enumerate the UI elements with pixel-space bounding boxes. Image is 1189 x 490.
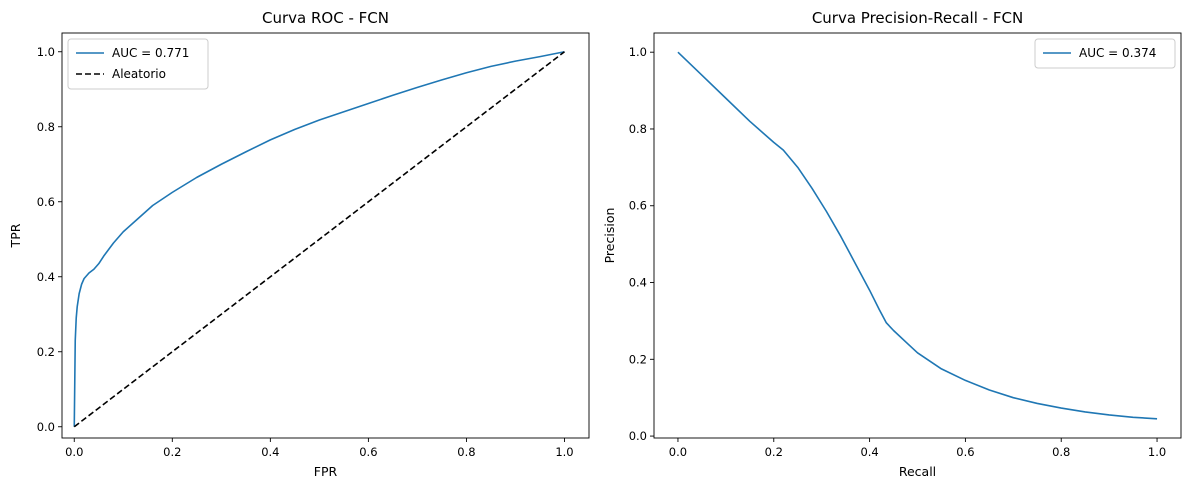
plot-frame — [61, 32, 590, 439]
x-tick-label: 0.2 — [765, 445, 783, 459]
x-axis-label: Recall — [899, 464, 936, 479]
y-axis-label: TPR — [8, 223, 23, 248]
y-tick-label: 0.6 — [37, 195, 55, 209]
y-tick-label: 0.0 — [37, 420, 55, 434]
y-tick-label: 0.2 — [37, 345, 55, 359]
chart-panel-1: 0.0 0.2 0.4 0.6 0.8 1.0 0.0 0.2 0.4 0.6 0.8 1.0 Curv… — [8, 9, 590, 479]
legend-box — [67, 38, 209, 90]
y-tick-label: 0.8 — [629, 122, 647, 136]
x-tick-label: 0.4 — [860, 445, 878, 459]
chart-panel-2: 0.0 0.2 0.4 0.6 0.8 1.0 0.0 0.2 0.4 0.6 0.8 1.0 Curv… — [602, 9, 1182, 479]
x-tick-label: 1.0 — [1148, 445, 1166, 459]
y-tick-label: 0.2 — [629, 352, 647, 366]
y-tick-label: 0.4 — [629, 276, 647, 290]
x-axis-label: FPR — [314, 464, 338, 479]
x-tick-label: 0.2 — [163, 445, 181, 459]
legend-label-1: AUC = 0.374 — [1079, 46, 1156, 60]
legend: AUC = 0.771 Aleatorio — [67, 38, 209, 90]
legend: AUC = 0.374 — [1034, 38, 1176, 69]
x-tick-label: 1.0 — [555, 445, 573, 459]
x-tick-label: 0.8 — [457, 445, 475, 459]
chart-title: Curva ROC - FCN — [262, 9, 389, 27]
y-tick-label: 0.4 — [37, 270, 55, 284]
series-line-1 — [73, 50, 565, 427]
y-tick-label: 1.0 — [629, 45, 647, 59]
legend-label-2: Aleatorio — [112, 67, 166, 81]
y-tick-label: 0.6 — [629, 199, 647, 213]
legend-box — [1034, 38, 1176, 69]
x-tick-label: 0.6 — [359, 445, 377, 459]
legend-label-1: AUC = 0.771 — [112, 46, 189, 60]
plot-frame — [653, 32, 1182, 439]
y-axis-label: Precision — [602, 208, 617, 264]
series-line-1 — [677, 51, 1158, 420]
y-tick-label: 1.0 — [37, 45, 55, 59]
series-line-2 — [73, 51, 565, 428]
x-tick-label: 0.8 — [1052, 445, 1070, 459]
x-tick-label: 0.0 — [669, 445, 687, 459]
y-tick-label: 0.0 — [629, 429, 647, 443]
chart-title: Curva Precision-Recall - FCN — [812, 9, 1023, 27]
x-tick-label: 0.0 — [65, 445, 83, 459]
y-tick-label: 0.8 — [37, 120, 55, 134]
x-tick-label: 0.4 — [261, 445, 279, 459]
x-tick-label: 0.6 — [956, 445, 974, 459]
